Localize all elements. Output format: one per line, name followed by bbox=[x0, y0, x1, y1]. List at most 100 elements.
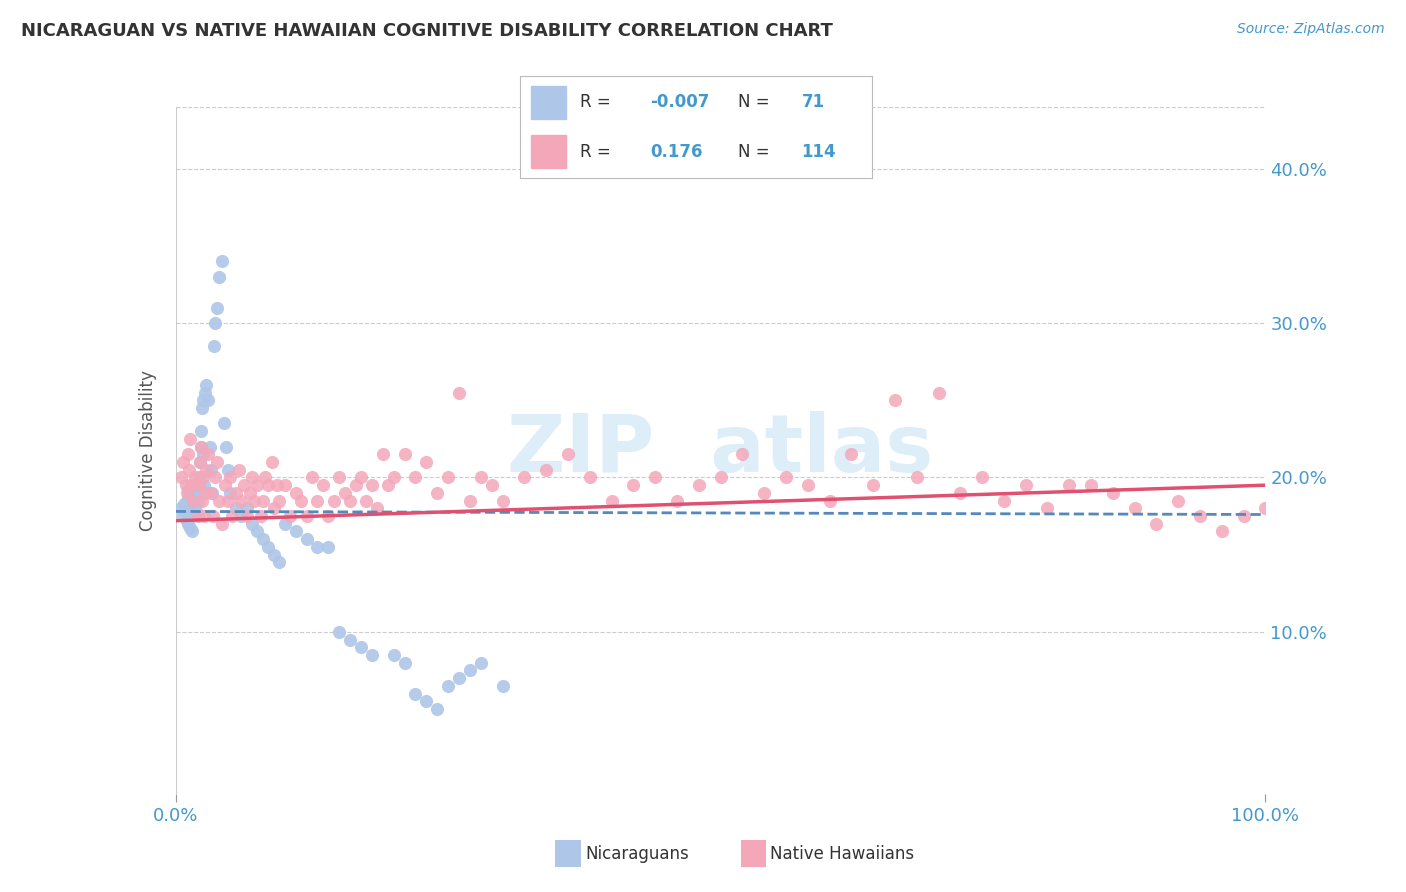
Point bbox=[246, 478, 269, 492]
Point bbox=[1123, 501, 1146, 516]
Point bbox=[377, 478, 399, 492]
Point bbox=[191, 493, 214, 508]
Point bbox=[172, 455, 194, 469]
Point bbox=[184, 481, 207, 495]
Point bbox=[394, 447, 416, 461]
Point bbox=[204, 470, 226, 484]
Point bbox=[208, 269, 231, 284]
Point bbox=[360, 648, 382, 662]
Point bbox=[181, 509, 204, 524]
Point bbox=[252, 532, 274, 546]
Point bbox=[415, 694, 437, 708]
Point bbox=[278, 509, 301, 524]
Point bbox=[382, 470, 405, 484]
Text: N =: N = bbox=[738, 143, 775, 161]
Point bbox=[290, 493, 312, 508]
Point bbox=[394, 656, 416, 670]
Point bbox=[579, 470, 602, 484]
Point bbox=[233, 478, 256, 492]
Point bbox=[312, 478, 335, 492]
Point bbox=[1102, 486, 1125, 500]
Point bbox=[263, 548, 285, 562]
Point bbox=[339, 632, 361, 647]
Point bbox=[190, 440, 212, 454]
Point bbox=[344, 478, 367, 492]
Point bbox=[274, 516, 297, 531]
Point bbox=[481, 478, 503, 492]
Point bbox=[188, 455, 211, 469]
Point bbox=[1232, 509, 1256, 524]
Point bbox=[405, 687, 427, 701]
Point bbox=[458, 493, 481, 508]
Point bbox=[211, 516, 233, 531]
Point bbox=[176, 486, 198, 500]
Point bbox=[1144, 516, 1167, 531]
Point bbox=[194, 486, 217, 500]
Point bbox=[949, 486, 972, 500]
Bar bbox=[531, 87, 565, 119]
Point bbox=[217, 493, 239, 508]
Text: 71: 71 bbox=[801, 94, 824, 112]
Point bbox=[193, 509, 215, 524]
Point bbox=[470, 656, 492, 670]
Text: ZIP  atlas: ZIP atlas bbox=[508, 411, 934, 490]
Text: -0.007: -0.007 bbox=[651, 94, 710, 112]
Point bbox=[284, 486, 307, 500]
Point bbox=[172, 509, 194, 524]
Bar bbox=[531, 136, 565, 168]
Point bbox=[201, 509, 224, 524]
Point bbox=[366, 501, 388, 516]
Point bbox=[187, 470, 209, 484]
Point bbox=[301, 470, 323, 484]
Point bbox=[225, 501, 247, 516]
Point bbox=[274, 478, 297, 492]
Point bbox=[174, 504, 197, 518]
Point bbox=[177, 463, 200, 477]
Text: R =: R = bbox=[581, 94, 616, 112]
Point bbox=[710, 470, 733, 484]
Point bbox=[252, 493, 274, 508]
Text: 0.176: 0.176 bbox=[651, 143, 703, 161]
Point bbox=[295, 532, 318, 546]
Point bbox=[970, 470, 993, 484]
Point bbox=[905, 470, 928, 484]
Point bbox=[447, 671, 470, 685]
Point bbox=[200, 486, 222, 500]
Point bbox=[200, 463, 222, 477]
Point bbox=[1015, 478, 1038, 492]
Point bbox=[215, 440, 238, 454]
Point bbox=[186, 486, 209, 500]
Point bbox=[254, 470, 277, 484]
Point bbox=[184, 470, 207, 484]
Point bbox=[426, 702, 449, 716]
Point bbox=[257, 540, 280, 554]
Point bbox=[219, 486, 242, 500]
Point bbox=[405, 470, 427, 484]
Point bbox=[307, 493, 329, 508]
Point bbox=[862, 478, 884, 492]
Y-axis label: Cognitive Disability: Cognitive Disability bbox=[139, 370, 157, 531]
Point bbox=[818, 493, 841, 508]
Point bbox=[225, 486, 247, 500]
Point bbox=[208, 493, 231, 508]
Point bbox=[754, 486, 776, 500]
Point bbox=[322, 493, 344, 508]
Point bbox=[195, 377, 218, 392]
Point bbox=[217, 463, 239, 477]
Point bbox=[557, 447, 579, 461]
Point bbox=[841, 447, 863, 461]
Point bbox=[269, 555, 291, 569]
Point bbox=[180, 478, 202, 492]
Point bbox=[492, 493, 515, 508]
Point bbox=[458, 664, 481, 678]
Point bbox=[191, 470, 214, 484]
Point bbox=[328, 470, 350, 484]
Point bbox=[437, 679, 460, 693]
Point bbox=[731, 447, 754, 461]
Point bbox=[170, 501, 193, 516]
Point bbox=[884, 393, 907, 408]
Point bbox=[666, 493, 689, 508]
Point bbox=[179, 501, 201, 516]
Point bbox=[1254, 501, 1277, 516]
Point bbox=[356, 493, 378, 508]
